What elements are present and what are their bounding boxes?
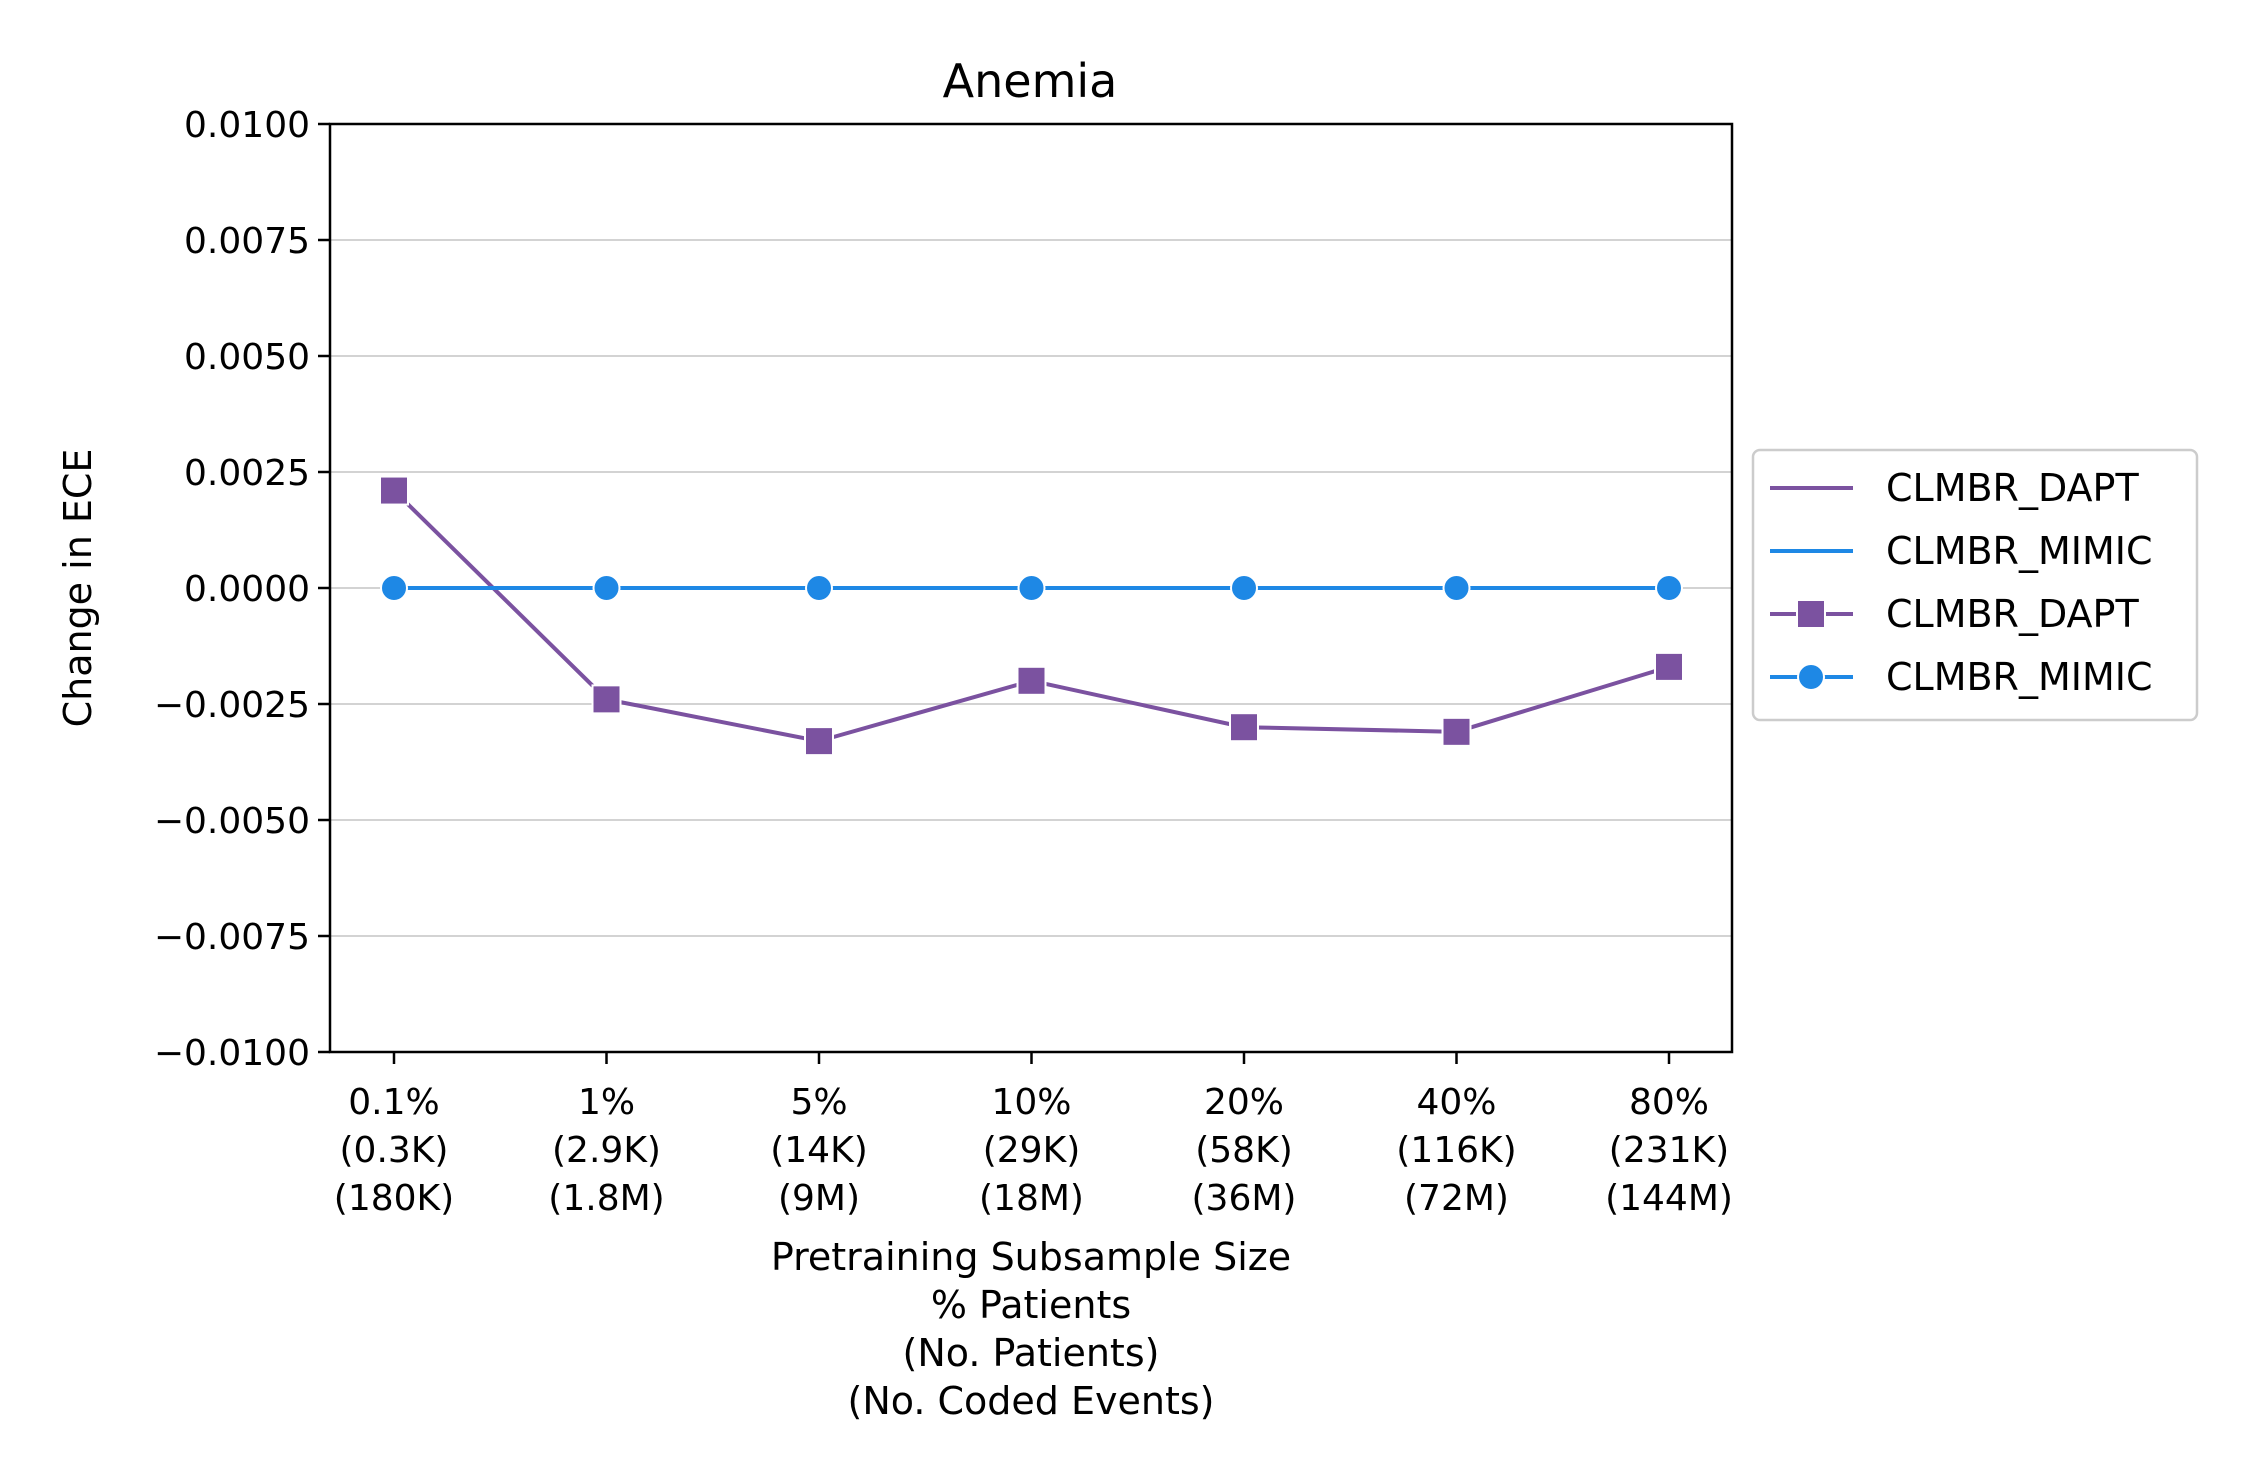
x-axis-title: Pretraining Subsample Size% Patients(No.… — [771, 1235, 1291, 1423]
x-axis-title-line: Pretraining Subsample Size — [771, 1235, 1291, 1279]
x-tick-label: 0.1% — [348, 1082, 439, 1123]
x-tick-label: 20% — [1204, 1082, 1284, 1123]
x-tick-label: (72M) — [1404, 1178, 1509, 1219]
legend-label: CLMBR_DAPT — [1886, 466, 2139, 510]
x-tick-label: (14K) — [770, 1130, 868, 1171]
x-tick-label: (231K) — [1609, 1130, 1729, 1171]
data-point — [1655, 574, 1683, 602]
legend-label: CLMBR_MIMIC — [1886, 529, 2152, 573]
legend-entry: CLMBR_DAPT — [1770, 466, 2139, 510]
legend: CLMBR_DAPT CLMBR_MIMIC CLMBR_DAPT CLMBR_MIM… — [1751, 448, 2199, 722]
y-tick-label: 0.0050 — [184, 337, 310, 378]
data-point — [1442, 574, 1471, 602]
y-axis: 0.0100 0.0075 0.0050 0.0025 0.0000 −0.0025 −0.… — [154, 105, 330, 1074]
data-point — [805, 574, 833, 602]
plot-series — [379, 475, 1684, 757]
data-point — [1229, 712, 1259, 743]
x-tick-label: (58K) — [1195, 1130, 1293, 1171]
legend-entry: CLMBR_MIMIC — [1770, 655, 2152, 699]
data-point — [1016, 665, 1047, 696]
legend-marker — [1796, 599, 1826, 629]
data-point — [591, 684, 622, 715]
data-point — [380, 574, 408, 602]
y-tick-label: 0.0075 — [184, 221, 310, 262]
x-tick-label: (116K) — [1396, 1130, 1516, 1171]
x-tick-label: 80% — [1629, 1082, 1709, 1123]
data-point — [592, 574, 621, 602]
chart-title: Anemia — [943, 54, 1118, 108]
y-tick-label: −0.0050 — [154, 801, 310, 842]
legend-label: CLMBR_DAPT — [1886, 592, 2139, 636]
legend-marker — [1797, 663, 1825, 691]
data-point — [379, 475, 409, 506]
y-tick-label: 0.0100 — [184, 105, 310, 146]
x-axis-title-line: % Patients — [931, 1283, 1131, 1327]
x-axis-title-line: (No. Patients) — [903, 1331, 1160, 1375]
y-tick-label: −0.0075 — [154, 917, 310, 958]
x-tick-label: (18M) — [979, 1178, 1084, 1219]
data-point — [1017, 574, 1046, 602]
legend-entry: CLMBR_DAPT — [1770, 592, 2139, 636]
legend-entry: CLMBR_MIMIC — [1770, 529, 2152, 573]
x-tick-label: (29K) — [983, 1130, 1081, 1171]
data-point — [1654, 651, 1684, 682]
x-tick-label: 40% — [1416, 1082, 1496, 1123]
y-tick-label: 0.0025 — [184, 453, 310, 494]
x-axis: 0.1% (0.3K) (180K) 1% (2.9K) (1.8M) 5% (14K) (9M… — [334, 1052, 1733, 1219]
data-point — [1441, 716, 1472, 747]
y-tick-label: −0.0025 — [154, 685, 310, 726]
y-axis-title: Change in ECE — [56, 449, 100, 728]
data-point — [1230, 574, 1258, 602]
x-tick-label: (144M) — [1605, 1178, 1733, 1219]
x-axis-title-line: (No. Coded Events) — [848, 1379, 1215, 1423]
x-tick-label: (9M) — [778, 1178, 860, 1219]
legend-label: CLMBR_MIMIC — [1886, 655, 2152, 699]
y-tick-label: 0.0000 — [184, 569, 310, 610]
data-point — [804, 726, 834, 757]
x-tick-label: (2.9K) — [552, 1130, 661, 1171]
x-tick-label: (36M) — [1192, 1178, 1297, 1219]
x-tick-label: 10% — [991, 1082, 1071, 1123]
x-tick-label: 5% — [790, 1082, 847, 1123]
x-tick-label: (1.8M) — [548, 1178, 664, 1219]
legend-box — [1751, 448, 2199, 722]
x-tick-label: (180K) — [334, 1178, 454, 1219]
x-tick-label: 1% — [578, 1082, 635, 1123]
x-tick-label: (0.3K) — [340, 1130, 449, 1171]
y-tick-label: −0.0100 — [154, 1033, 310, 1074]
